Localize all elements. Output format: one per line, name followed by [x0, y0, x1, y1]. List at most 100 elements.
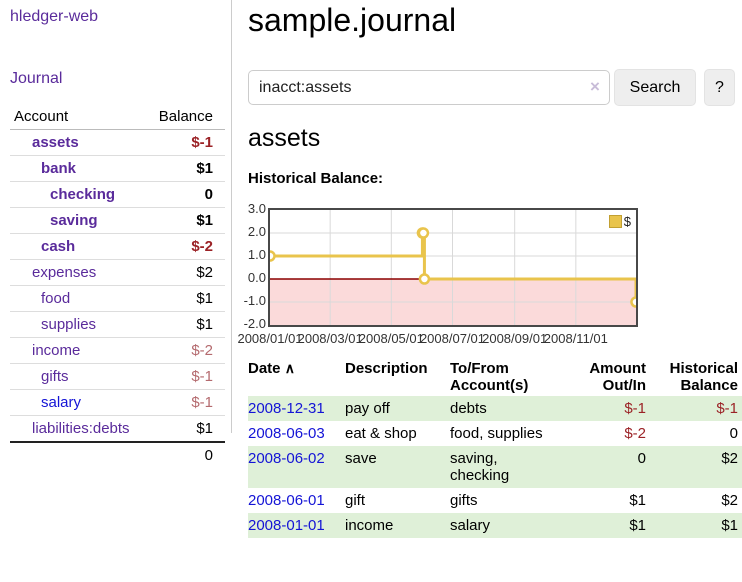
transaction-accounts: salary: [450, 517, 491, 534]
search-button[interactable]: Search: [614, 69, 696, 106]
sidebar-balance-table: Account Balance assets $-1 bank $1 checking 0…: [10, 106, 225, 468]
sidebar-account-link[interactable]: salary: [41, 394, 82, 411]
balance-column-header-register: Historical Balance: [669, 360, 738, 394]
sidebar-account-link[interactable]: expenses: [32, 264, 97, 281]
sidebar-account-row: food $1: [10, 285, 225, 312]
sidebar-total-row: 0: [10, 441, 225, 468]
sidebar-account-row: gifts $-1: [10, 363, 225, 390]
clear-search-icon[interactable]: ×: [590, 77, 600, 96]
sidebar-account-row: supplies $1: [10, 311, 225, 338]
sidebar-balance-table-body: assets $-1 bank $1 checking 0 saving $1 cash $-2 e…: [10, 129, 225, 443]
historical-balance-chart: $ 3.0 2.0 1.0 0.0 -1.0 -2.0 2008/01/01 2008/03…: [237, 200, 742, 350]
transaction-balance: $2: [721, 492, 738, 509]
x-axis-tick-label: 2008/01/01: [237, 331, 303, 346]
transaction-accounts: gifts: [450, 492, 478, 509]
chart-plot-area: $: [268, 208, 638, 327]
sidebar-account-row: assets $-1: [10, 129, 225, 156]
x-axis-tick-label: 2008/03/01: [297, 331, 363, 346]
register-row: 2008-06-03 eat & shop food, supplies $-2 0: [248, 421, 742, 446]
y-axis-tick-label: 3.0: [247, 201, 266, 216]
sidebar-total-balance: 0: [145, 441, 225, 468]
description-column-header: Description: [345, 360, 428, 377]
sidebar-account-balance: $-2: [145, 337, 225, 364]
transaction-accounts: food, supplies: [450, 425, 543, 442]
sidebar-account-balance: $1: [145, 311, 225, 338]
sidebar-account-balance: $-2: [145, 233, 225, 260]
transaction-description: pay off: [345, 400, 390, 417]
legend-swatch-icon: [608, 215, 622, 228]
transaction-description: income: [345, 517, 394, 534]
sidebar-account-link[interactable]: food: [41, 290, 71, 307]
transaction-description: save: [345, 450, 377, 467]
sidebar-journal-link[interactable]: Journal: [10, 70, 63, 87]
sidebar-account-row: checking 0: [10, 181, 225, 208]
sidebar-account-balance: $1: [145, 207, 225, 234]
sidebar-account-row: saving $1: [10, 207, 225, 234]
transaction-amount: $1: [629, 517, 646, 534]
transaction-date-link[interactable]: 2008-06-01: [248, 492, 325, 509]
sidebar-account-link[interactable]: cash: [41, 238, 76, 255]
sidebar-account-link[interactable]: bank: [41, 160, 77, 177]
sidebar-account-link[interactable]: liabilities:debts: [32, 420, 130, 437]
help-button[interactable]: ?: [704, 69, 735, 106]
sidebar-account-link[interactable]: checking: [50, 186, 116, 203]
x-axis-tick-label: 2008/09/01: [482, 331, 548, 346]
x-axis-tick-label: 2008/11/01: [543, 331, 608, 346]
sidebar-account-row: expenses $2: [10, 259, 225, 286]
sidebar-account-balance: $-1: [145, 129, 225, 156]
x-axis-tick-label: 2008/05/01: [358, 331, 424, 346]
sidebar-account-balance: $2: [145, 259, 225, 286]
transaction-amount: 0: [637, 450, 646, 467]
sidebar-account-balance: $1: [145, 155, 225, 182]
sort-ascending-icon: ∧: [284, 360, 295, 376]
app-brand-link[interactable]: hledger-web: [10, 8, 99, 25]
register-row: 2008-01-01 income salary $1 $1: [248, 513, 742, 538]
y-axis-tick-label: 1.0: [247, 247, 266, 262]
register-row: 2008-06-02 save saving, checking 0 $2: [248, 446, 742, 488]
date-column-header[interactable]: Date ∧: [248, 358, 345, 396]
transaction-balance: $2: [721, 450, 738, 467]
balance-column-header: Balance: [145, 106, 225, 130]
transaction-amount: $-2: [624, 425, 646, 442]
transaction-balance: 0: [729, 425, 738, 442]
sidebar-account-link[interactable]: income: [32, 342, 81, 359]
sidebar-account-row: bank $1: [10, 155, 225, 182]
transaction-amount: $-1: [624, 400, 646, 417]
account-column-header: Account: [10, 106, 146, 130]
transaction-balance: $1: [721, 517, 738, 534]
chart-legend: $: [608, 214, 631, 229]
transaction-accounts: debts: [450, 400, 487, 417]
transaction-date-link[interactable]: 2008-01-01: [248, 517, 325, 534]
x-axis-tick-label: 2008/07/01: [419, 331, 486, 346]
y-axis-tick-label: 0.0: [247, 270, 266, 285]
register-row: 2008-06-01 gift gifts $1 $2: [248, 488, 742, 513]
y-axis-tick-label: -1.0: [243, 293, 266, 308]
register-table: Date ∧ Description To/From Account(s) Am…: [248, 358, 742, 538]
y-axis-tick-label: 2.0: [247, 224, 266, 239]
transaction-balance: $-1: [716, 400, 738, 417]
sidebar-account-link[interactable]: gifts: [41, 368, 69, 385]
transaction-date-link[interactable]: 2008-06-02: [248, 450, 325, 467]
accounts-column-header: To/From Account(s): [450, 360, 529, 394]
register-header-row: Date ∧ Description To/From Account(s) Am…: [248, 358, 742, 396]
transaction-date-link[interactable]: 2008-12-31: [248, 400, 325, 417]
sidebar-account-row: cash $-2: [10, 233, 225, 260]
sidebar-account-balance: $1: [145, 415, 225, 443]
date-header-label: Date: [248, 360, 281, 377]
transaction-date-link[interactable]: 2008-06-03: [248, 425, 325, 442]
page-title: sample.journal: [248, 2, 457, 38]
sidebar-account-link[interactable]: supplies: [41, 316, 97, 333]
sidebar-account-link[interactable]: saving: [50, 212, 98, 229]
legend-label: $: [623, 214, 631, 229]
register-table-body: 2008-12-31 pay off debts $-1 $-1 2008-06-03 ea…: [248, 396, 742, 538]
search-input[interactable]: [248, 70, 610, 105]
sidebar-account-row: income $-2: [10, 337, 225, 364]
transaction-accounts: saving, checking: [450, 450, 510, 484]
sidebar-account-balance: 0: [145, 181, 225, 208]
search-form: × Search ?: [248, 69, 742, 106]
chart-canvas: [270, 210, 636, 325]
sidebar-account-row: liabilities:debts $1: [10, 415, 225, 443]
sidebar-account-link[interactable]: assets: [32, 134, 79, 151]
account-heading: assets: [248, 124, 321, 152]
